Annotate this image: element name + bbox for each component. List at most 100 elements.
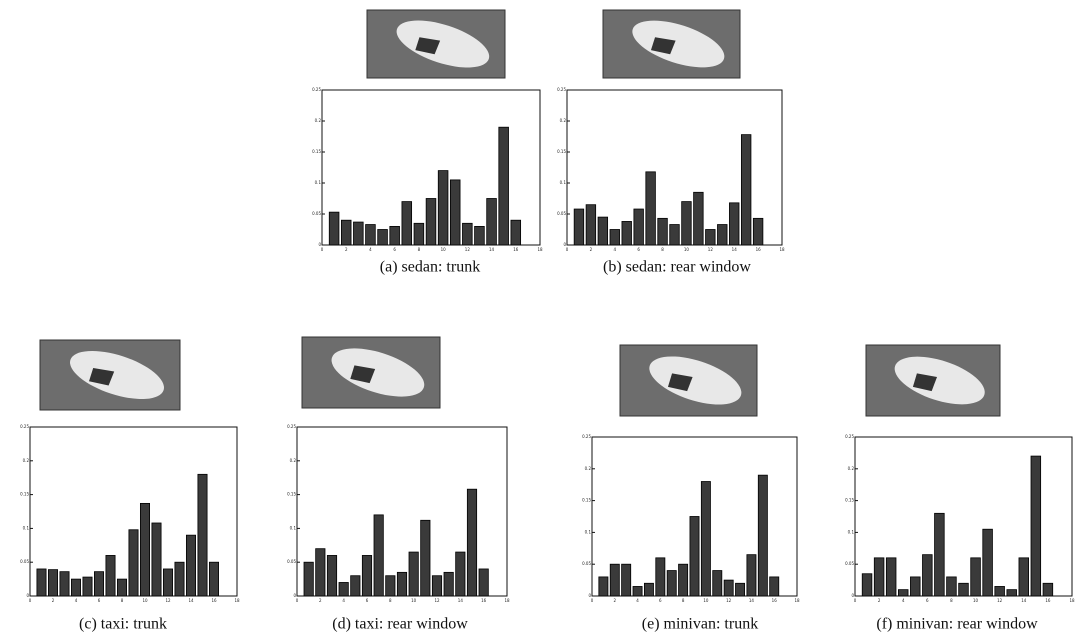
bar [129,530,138,596]
bar [586,205,596,245]
y-tick-label: 0.25 [582,434,591,439]
x-tick-label: 6 [366,598,369,603]
x-tick-label: 12 [997,598,1003,603]
figure: 00.050.10.150.20.25024681012141618(a) se… [0,0,1080,641]
x-tick-label: 0 [296,598,299,603]
y-tick-label: 0.2 [23,458,30,463]
bar [140,503,149,596]
bar [610,564,619,596]
bar [366,225,376,245]
bar [152,523,161,596]
x-tick-label: 16 [1045,598,1051,603]
x-tick-label: 0 [566,247,569,252]
y-tick-label: 0.2 [848,466,855,471]
bar [83,577,92,596]
bar [770,577,779,596]
bar [753,218,763,245]
y-tick-label: 0.1 [290,525,297,530]
bar [499,127,509,245]
bar [971,558,981,596]
bar [747,555,756,596]
x-tick-label: 2 [614,598,617,603]
y-tick-label: 0.25 [20,424,29,429]
x-tick-label: 2 [878,598,881,603]
bar [456,552,465,596]
bar [339,582,348,596]
x-tick-label: 10 [973,598,979,603]
bar [670,225,680,245]
bar [378,230,388,246]
bar [758,475,767,596]
bar [374,515,383,596]
x-tick-label: 14 [749,598,755,603]
bar [658,218,668,245]
bar [106,555,115,596]
bar [610,230,620,246]
x-tick-label: 8 [121,598,124,603]
bar [741,135,751,245]
x-tick-label: 2 [52,598,55,603]
x-tick-label: 10 [411,598,417,603]
y-tick-label: 0.15 [20,492,29,497]
x-tick-label: 6 [98,598,101,603]
x-tick-label: 8 [950,598,953,603]
x-tick-label: 14 [489,247,495,252]
x-tick-label: 4 [614,247,617,252]
bar [1031,456,1041,596]
bar [511,220,521,245]
panel: 00.050.10.150.20.25024681012141618(b) se… [557,10,785,276]
bar [633,586,642,596]
x-tick-label: 4 [75,598,78,603]
y-tick-label: 0.15 [845,498,854,503]
bar [37,569,46,596]
x-tick-label: 8 [418,247,421,252]
bar [1007,590,1017,596]
y-tick-label: 0.15 [312,149,321,154]
bar [438,171,448,245]
x-tick-label: 0 [854,598,857,603]
bar [71,579,80,596]
bar [622,564,631,596]
x-tick-label: 2 [319,598,322,603]
x-tick-label: 16 [481,598,487,603]
bar [163,569,172,596]
x-tick-label: 6 [393,247,396,252]
bar [1019,558,1029,596]
x-tick-label: 18 [537,247,543,252]
x-tick-label: 14 [458,598,464,603]
x-tick-label: 4 [902,598,905,603]
x-tick-label: 16 [513,247,519,252]
bar [574,209,584,245]
caption: (b) sedan: rear window [603,259,751,276]
bar [694,192,704,245]
bar [487,199,497,246]
bar [862,574,872,596]
bar [386,576,395,596]
x-tick-label: 10 [684,247,690,252]
bar [426,199,436,246]
bar [304,562,313,596]
bar [682,202,692,245]
x-tick-label: 8 [389,598,392,603]
bar [390,226,400,245]
bar [995,586,1005,596]
bar [462,223,472,245]
x-tick-label: 18 [1069,598,1075,603]
y-tick-label: 0.1 [315,180,322,185]
bar [351,576,360,596]
x-tick-label: 14 [1021,598,1027,603]
bar [736,583,745,596]
bar [329,212,339,245]
bar [421,520,430,596]
bar [923,555,933,596]
bar [397,572,406,596]
x-tick-label: 0 [591,598,594,603]
x-tick-label: 2 [590,247,593,252]
x-tick-label: 18 [779,247,785,252]
bar [475,226,485,245]
y-tick-label: 0.2 [560,118,567,123]
y-tick-label: 0.1 [848,529,855,534]
